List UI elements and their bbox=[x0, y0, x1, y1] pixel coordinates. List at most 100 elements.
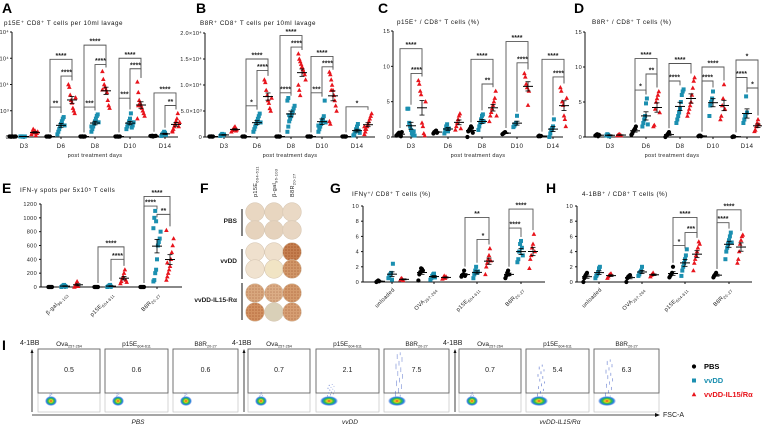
data-point-square bbox=[443, 127, 448, 132]
event-dot bbox=[604, 393, 606, 395]
event-dot bbox=[470, 393, 472, 394]
data-point-triangle bbox=[690, 85, 696, 90]
event-dot bbox=[605, 370, 607, 372]
data-point-square bbox=[640, 264, 644, 269]
data-point-triangle bbox=[691, 392, 697, 397]
plot-title: B8R20-27 bbox=[405, 341, 427, 349]
data-point-square bbox=[677, 110, 682, 115]
data-point-triangle bbox=[124, 279, 129, 284]
data-point-triangle bbox=[522, 70, 527, 76]
x-tick-label: D6 bbox=[444, 143, 453, 150]
data-point-triangle bbox=[121, 270, 127, 275]
event-dot bbox=[606, 386, 608, 388]
data-point-square bbox=[432, 271, 436, 276]
event-dot bbox=[541, 365, 543, 367]
event-dot bbox=[540, 371, 542, 373]
event-dot bbox=[332, 388, 334, 390]
event-dot bbox=[396, 357, 398, 359]
event-dot bbox=[539, 390, 541, 392]
data-point-triangle bbox=[232, 124, 238, 129]
data-point-square bbox=[724, 249, 729, 254]
gate bbox=[315, 348, 380, 394]
data-point-square bbox=[708, 103, 713, 108]
x-tick-label-main: unloaded bbox=[581, 287, 603, 309]
data-point-square bbox=[727, 238, 731, 243]
data-point-square bbox=[684, 247, 689, 252]
event-dot bbox=[50, 394, 52, 396]
x-tick-label-subscript: 257-264 bbox=[631, 288, 647, 304]
significance-bracket bbox=[118, 97, 131, 133]
data-point-triangle bbox=[686, 106, 692, 111]
data-point-square bbox=[679, 93, 684, 97]
event-dot bbox=[607, 390, 609, 392]
event-dot bbox=[536, 393, 538, 395]
data-point-square bbox=[596, 270, 601, 275]
data-point-square bbox=[285, 129, 290, 134]
data-point-square bbox=[287, 113, 292, 118]
data-point-triangle bbox=[737, 241, 743, 246]
event-dot bbox=[397, 372, 399, 374]
y-tick-label: 2 bbox=[570, 265, 573, 271]
event-dot bbox=[331, 391, 333, 393]
elispot-well bbox=[282, 220, 302, 240]
x-axis-label: post treatment days bbox=[68, 153, 123, 159]
data-point-square bbox=[478, 120, 483, 125]
plot-title-main: Ova bbox=[56, 341, 68, 348]
data-point-square bbox=[728, 230, 733, 235]
panel-letter: E bbox=[2, 180, 11, 196]
event-dot bbox=[326, 395, 328, 397]
data-point-triangle bbox=[135, 116, 140, 121]
significance-stars: **** bbox=[152, 190, 163, 197]
event-dot bbox=[540, 373, 542, 375]
event-dot bbox=[609, 382, 611, 384]
data-point-square bbox=[151, 226, 156, 231]
data-point-square bbox=[444, 124, 449, 129]
significance-bracket bbox=[672, 245, 686, 263]
y-tick-label: 5 bbox=[579, 100, 582, 106]
event-dot bbox=[607, 377, 609, 379]
y-tick-label: 800 bbox=[27, 230, 37, 236]
density-cluster bbox=[466, 396, 478, 406]
elispot-well bbox=[264, 302, 284, 322]
data-point-triangle bbox=[487, 246, 493, 251]
significance-stars: **** bbox=[675, 57, 686, 64]
data-point-triangle bbox=[165, 270, 171, 275]
data-point-square bbox=[152, 278, 157, 283]
significance-bracket bbox=[129, 68, 142, 110]
data-point-square bbox=[474, 264, 479, 269]
data-point-triangle bbox=[564, 95, 569, 100]
data-point-triangle bbox=[686, 110, 691, 115]
significance-bracket bbox=[83, 106, 96, 133]
event-dot bbox=[395, 366, 397, 368]
gate-percentage: 0.7 bbox=[274, 367, 284, 374]
data-point-triangle bbox=[174, 116, 180, 121]
event-dot bbox=[329, 394, 331, 396]
density-cluster bbox=[598, 396, 616, 406]
data-point-square bbox=[96, 120, 101, 125]
data-point-square bbox=[252, 127, 257, 132]
data-point-square bbox=[597, 264, 602, 269]
event-dot bbox=[400, 370, 402, 372]
data-point-square bbox=[727, 234, 732, 239]
flow-plot: Ova257-264 0.5 bbox=[37, 341, 101, 413]
event-dot bbox=[399, 352, 401, 354]
event-dot bbox=[402, 376, 404, 378]
data-point-triangle bbox=[136, 97, 142, 102]
spot-texture bbox=[264, 283, 284, 303]
plot-title-main: p15E bbox=[122, 341, 138, 348]
significance-stars: **** bbox=[512, 35, 523, 42]
event-dot bbox=[329, 389, 331, 391]
plot-title-main: Ova bbox=[266, 341, 278, 348]
data-point-square bbox=[445, 122, 450, 127]
gate bbox=[458, 348, 522, 394]
data-point-square bbox=[287, 119, 292, 124]
event-dot bbox=[400, 384, 402, 386]
x-axis-label: post treatment days bbox=[451, 153, 506, 159]
plot-title: B8R20-27 bbox=[615, 341, 637, 349]
well-column-label-main: p15E bbox=[253, 183, 259, 197]
data-point-triangle bbox=[735, 260, 740, 265]
x-tick-label-subscript: 20-27 bbox=[514, 288, 526, 300]
data-point-triangle bbox=[423, 99, 428, 104]
event-dot bbox=[397, 373, 399, 375]
data-point-square bbox=[607, 134, 612, 139]
